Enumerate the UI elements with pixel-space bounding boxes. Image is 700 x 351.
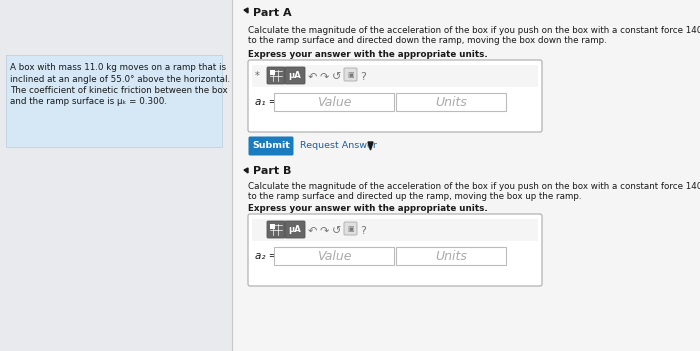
Polygon shape	[244, 168, 248, 173]
Text: ↷: ↷	[319, 72, 329, 82]
Text: ↺: ↺	[332, 226, 342, 236]
Text: to the ramp surface and directed down the ramp, moving the box down the ramp.: to the ramp surface and directed down th…	[248, 36, 607, 45]
Text: A box with mass 11.0 kg moves on a ramp that is: A box with mass 11.0 kg moves on a ramp …	[10, 63, 226, 72]
FancyBboxPatch shape	[267, 67, 285, 84]
Text: Part A: Part A	[253, 8, 292, 18]
Bar	[396, 247, 506, 265]
Text: The coefficient of kinetic friction between the box: The coefficient of kinetic friction betw…	[10, 86, 228, 95]
Text: Units: Units	[435, 95, 467, 108]
Text: *: *	[255, 71, 260, 81]
FancyBboxPatch shape	[248, 137, 293, 155]
Bar	[232, 0, 700, 351]
Text: Calculate the magnitude of the acceleration of the box if you push on the box wi: Calculate the magnitude of the accelerat…	[248, 26, 700, 35]
Text: ?: ?	[360, 72, 366, 82]
Text: Submit: Submit	[252, 141, 290, 151]
Text: Express your answer with the appropriate units.: Express your answer with the appropriate…	[248, 204, 488, 213]
FancyBboxPatch shape	[248, 214, 542, 286]
Text: and the ramp surface is μₖ = 0.300.: and the ramp surface is μₖ = 0.300.	[10, 98, 167, 106]
FancyBboxPatch shape	[344, 222, 357, 235]
Text: ▣: ▣	[347, 226, 354, 232]
Text: ↺: ↺	[332, 72, 342, 82]
Bar	[0, 0, 232, 351]
Text: μA: μA	[288, 71, 302, 80]
FancyBboxPatch shape	[285, 67, 305, 84]
Text: Calculate the magnitude of the acceleration of the box if you push on the box wi: Calculate the magnitude of the accelerat…	[248, 182, 700, 191]
Text: Value: Value	[316, 250, 351, 263]
Text: Units: Units	[435, 250, 467, 263]
Bar	[270, 224, 275, 229]
FancyBboxPatch shape	[248, 60, 542, 132]
Polygon shape	[368, 142, 373, 150]
Text: ↷: ↷	[319, 226, 329, 236]
Text: to the ramp surface and directed up the ramp, moving the box up the ramp.: to the ramp surface and directed up the …	[248, 192, 582, 201]
Text: Part B: Part B	[253, 166, 291, 176]
Bar	[274, 93, 394, 111]
FancyBboxPatch shape	[6, 55, 222, 147]
Bar	[396, 93, 506, 111]
Text: ↶: ↶	[307, 72, 316, 82]
FancyBboxPatch shape	[344, 68, 357, 81]
Bar	[252, 219, 538, 241]
FancyBboxPatch shape	[267, 221, 285, 238]
Bar	[270, 70, 275, 75]
FancyBboxPatch shape	[285, 221, 305, 238]
Text: Request Answer: Request Answer	[300, 141, 377, 151]
Text: Express your answer with the appropriate units.: Express your answer with the appropriate…	[248, 50, 488, 59]
Bar	[252, 65, 538, 87]
Text: μA: μA	[288, 225, 302, 234]
Text: ▣: ▣	[347, 72, 354, 78]
Text: ?: ?	[360, 226, 366, 236]
Text: Value: Value	[316, 95, 351, 108]
Text: a₂ =: a₂ =	[255, 251, 277, 261]
Text: a₁ =: a₁ =	[255, 97, 277, 107]
Polygon shape	[244, 8, 248, 13]
Text: inclined at an angle of 55.0° above the horizontal.: inclined at an angle of 55.0° above the …	[10, 74, 230, 84]
Text: ↶: ↶	[307, 226, 316, 236]
Bar	[274, 247, 394, 265]
